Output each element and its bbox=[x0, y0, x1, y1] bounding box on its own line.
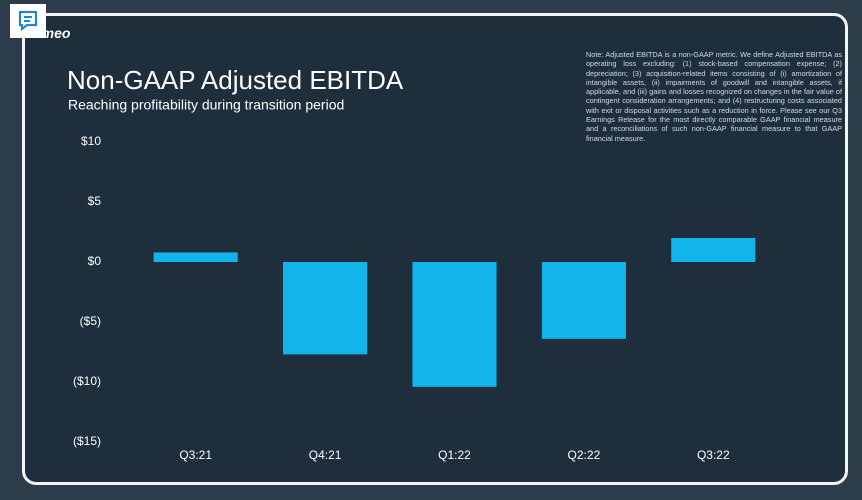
x-tick-label: Q3:21 bbox=[179, 448, 212, 462]
icon-graphic bbox=[18, 10, 38, 32]
y-tick-label: ($15) bbox=[73, 434, 101, 448]
chart-subtitle: Reaching profitability during transition… bbox=[68, 97, 344, 113]
x-tick-label: Q2:22 bbox=[568, 448, 601, 462]
bar bbox=[412, 262, 497, 387]
bar bbox=[541, 262, 626, 339]
chart-title: Non-GAAP Adjusted EBITDA bbox=[67, 65, 404, 95]
bar bbox=[671, 238, 756, 262]
x-tick-label: Q1:22 bbox=[438, 448, 471, 462]
x-tick-label: Q3:22 bbox=[697, 448, 730, 462]
y-tick-label: ($10) bbox=[73, 374, 101, 388]
note: Note: Adjusted EBITDA is a non-GAAP metr… bbox=[586, 50, 842, 143]
y-tick-label: $10 bbox=[81, 134, 101, 148]
y-tick-label: $5 bbox=[88, 194, 102, 208]
feedback-icon[interactable] bbox=[10, 4, 46, 38]
bar bbox=[283, 262, 368, 355]
x-tick-label: Q4:21 bbox=[309, 448, 342, 462]
bar bbox=[153, 252, 238, 262]
y-tick-label: $0 bbox=[88, 254, 102, 268]
y-tick-label: ($5) bbox=[80, 314, 101, 328]
